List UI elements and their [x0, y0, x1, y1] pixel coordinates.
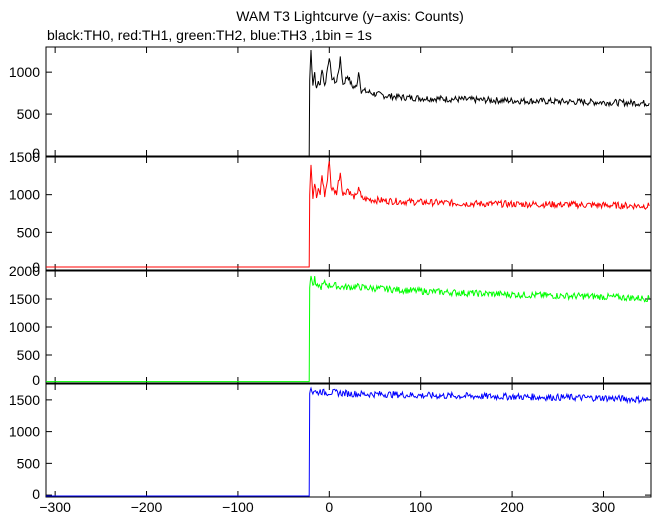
- y-tick-label-th1: 1000: [9, 187, 40, 203]
- x-tick-label: −100: [222, 499, 254, 515]
- panel-frame-th2: [45, 270, 652, 384]
- panel-frame-th1: [45, 156, 652, 271]
- y-tick-label-th2: 0: [32, 372, 40, 388]
- chart-title: WAM T3 Lightcurve (y−axis: Counts): [236, 8, 464, 24]
- x-tick-label: 300: [592, 499, 616, 515]
- x-tick-label: 100: [409, 499, 433, 515]
- y-tick-label-th0: 0: [32, 145, 40, 161]
- series-line-th0: [46, 49, 650, 157]
- x-tick-label: 0: [325, 499, 333, 515]
- y-tick-label-th0: 1000: [9, 64, 40, 80]
- x-tick-label: −200: [131, 499, 163, 515]
- y-tick-label-th1: 1500: [9, 149, 40, 165]
- series-line-th2: [46, 275, 650, 383]
- series-line-th3: [46, 386, 650, 497]
- y-tick-label-th1: 0: [32, 259, 40, 275]
- y-tick-label-th2: 2000: [9, 263, 40, 279]
- series-line-th1: [46, 161, 650, 268]
- y-tick-label-th2: 1000: [9, 319, 40, 335]
- y-tick-label-th3: 0: [32, 486, 40, 502]
- chart-subtitle: black:TH0, red:TH1, green:TH2, blue:TH3 …: [47, 27, 372, 43]
- x-tick-label: −300: [39, 499, 71, 515]
- y-tick-label-th0: 500: [17, 106, 41, 122]
- y-tick-label-th1: 500: [17, 224, 41, 240]
- y-tick-label-th3: 1500: [9, 392, 40, 408]
- panel-frame-th0: [45, 46, 652, 157]
- x-tick-label: 200: [500, 499, 524, 515]
- y-tick-label-th2: 500: [17, 347, 41, 363]
- y-tick-label-th2: 1500: [9, 291, 40, 307]
- panel-frame-th3: [45, 383, 652, 498]
- y-tick-label-th3: 1000: [9, 424, 40, 440]
- y-tick-label-th3: 500: [17, 455, 41, 471]
